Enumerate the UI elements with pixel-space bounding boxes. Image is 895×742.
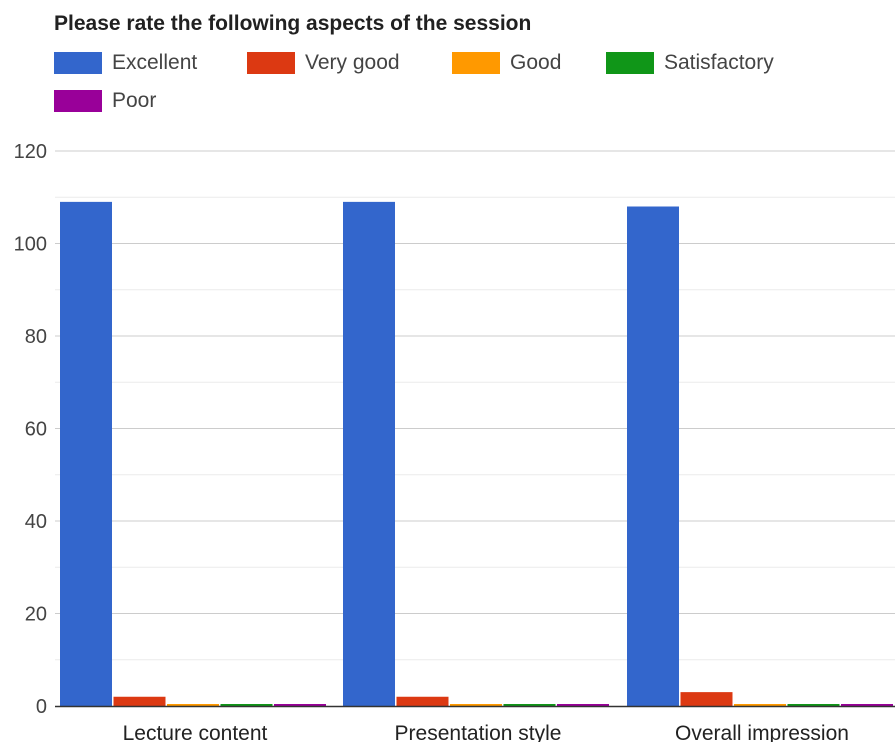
legend-swatch-poor	[54, 90, 102, 112]
bar-good-overall-impression	[734, 704, 786, 706]
bar-satisfactory-overall-impression	[787, 704, 840, 706]
legend-item-very-good: Very good	[247, 48, 400, 78]
legend-swatch-excellent	[54, 52, 102, 74]
bar-satisfactory-presentation-style	[503, 704, 556, 706]
bar-excellent-lecture-content	[60, 201, 112, 706]
bar-good-lecture-content	[167, 704, 219, 706]
bar-good-presentation-style	[450, 704, 502, 706]
legend-item-satisfactory: Satisfactory	[606, 48, 774, 78]
bar-very-good-lecture-content	[113, 696, 166, 706]
y-tick-label-20: 20	[25, 604, 47, 626]
legend-label-very-good: Very good	[305, 51, 400, 74]
x-category-label-overall-impression: Overall impression	[675, 722, 849, 742]
legend-swatch-good	[452, 52, 500, 74]
y-tick-label-40: 40	[25, 511, 47, 533]
bar-excellent-overall-impression	[627, 206, 679, 706]
legend-swatch-satisfactory	[606, 52, 654, 74]
legend-label-good: Good	[510, 51, 562, 74]
legend-swatch-very-good	[247, 52, 295, 74]
chart-title: Please rate the following aspects of the…	[54, 12, 532, 35]
y-tick-label-80: 80	[25, 326, 47, 348]
bar-poor-presentation-style	[557, 704, 609, 706]
bar-very-good-presentation-style	[396, 696, 449, 706]
legend-label-satisfactory: Satisfactory	[664, 51, 774, 74]
bar-poor-lecture-content	[274, 704, 326, 706]
x-category-label-lecture-content: Lecture content	[123, 722, 268, 742]
y-tick-label-120: 120	[14, 141, 47, 163]
legend-item-excellent: Excellent	[54, 48, 197, 78]
bar-very-good-overall-impression	[680, 692, 733, 706]
legend-item-poor: Poor	[54, 86, 156, 116]
legend-label-excellent: Excellent	[112, 51, 198, 74]
x-category-label-presentation-style: Presentation style	[395, 722, 562, 742]
y-tick-label-60: 60	[25, 419, 47, 441]
legend-item-good: Good	[452, 48, 561, 78]
bar-excellent-presentation-style	[343, 201, 395, 706]
y-tick-label-100: 100	[14, 234, 47, 256]
bar-satisfactory-lecture-content	[220, 704, 273, 706]
y-tick-label-0: 0	[36, 696, 47, 718]
bar-poor-overall-impression	[841, 704, 893, 706]
legend-label-poor: Poor	[112, 89, 157, 112]
